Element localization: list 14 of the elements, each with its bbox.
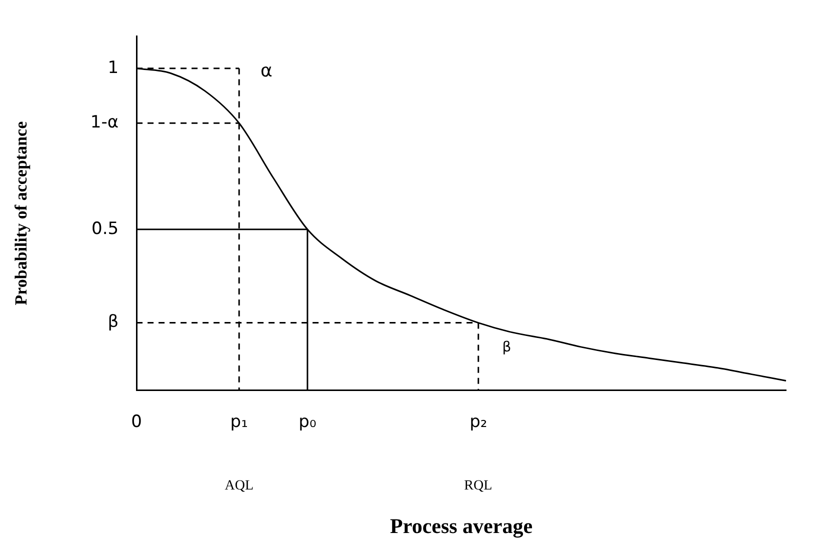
y-tick-label: 1-α	[90, 112, 119, 133]
y-axis-title: Probability of acceptance	[12, 120, 31, 306]
text: RQL	[464, 478, 492, 494]
x-axis-title: Process average	[390, 514, 533, 538]
y-tick-label: 0.5	[92, 218, 119, 239]
y-tick-label: 1	[108, 58, 119, 78]
x-tick-label: p₀	[298, 412, 316, 432]
text: AQL	[224, 478, 254, 494]
x-tick-label: 0	[131, 412, 142, 432]
x-tick-label: p₂	[470, 412, 488, 432]
annotation: β	[502, 340, 512, 356]
x-tick-label: p₁	[230, 412, 248, 432]
y-tick-label: β	[108, 312, 119, 332]
annotation: α	[260, 60, 272, 82]
